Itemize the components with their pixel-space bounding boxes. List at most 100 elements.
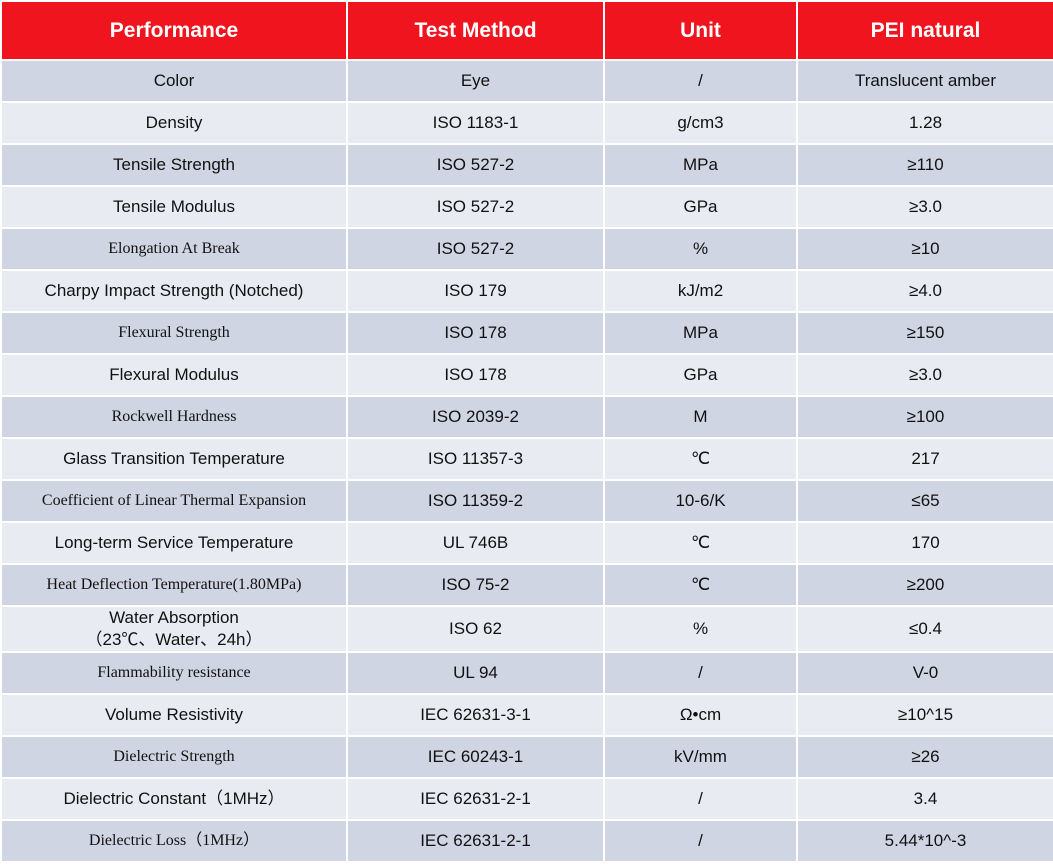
value-cell: 170 (796, 521, 1053, 565)
value-cell: V-0 (796, 651, 1053, 695)
property-cell: Glass Transition Temperature (0, 437, 348, 481)
value-cell: ISO 527-2 (346, 143, 605, 187)
value-cell: ≥3.0 (796, 185, 1053, 229)
property-cell: Color (0, 59, 348, 103)
value-cell: ≥150 (796, 311, 1053, 355)
value-cell: ℃ (603, 437, 798, 481)
value-cell: ISO 527-2 (346, 185, 605, 229)
value-cell: ℃ (603, 521, 798, 565)
table-row: Flexural Modulus ISO 178 GPa ≥3.0 (0, 353, 1053, 397)
value-cell: kV/mm (603, 735, 798, 779)
value-cell: ISO 75-2 (346, 563, 605, 607)
value-cell: ≤0.4 (796, 605, 1053, 653)
header-cell: Unit (603, 0, 798, 61)
value-cell: ISO 2039-2 (346, 395, 605, 439)
value-cell: Translucent amber (796, 59, 1053, 103)
value-cell: / (603, 819, 798, 863)
value-cell: 1.28 (796, 101, 1053, 145)
property-cell: Density (0, 101, 348, 145)
table-row: Dielectric Strength IEC 60243-1 kV/mm ≥26 (0, 735, 1053, 779)
value-cell: 3.4 (796, 777, 1053, 821)
table-row: Coefficient of Linear Thermal Expansion I… (0, 479, 1053, 523)
value-cell: ≥26 (796, 735, 1053, 779)
value-cell: UL 94 (346, 651, 605, 695)
header-row: Performance Test Method Unit PEI natural (0, 0, 1053, 61)
value-cell: / (603, 651, 798, 695)
property-cell: Dielectric Strength (0, 735, 348, 779)
table-row: Water Absorption （23℃、Water、24h） ISO 62% ≤… (0, 605, 1053, 653)
property-cell: Elongation At Break (0, 227, 348, 271)
value-cell: ISO 178 (346, 311, 605, 355)
property-cell: Coefficient of Linear Thermal Expansion (0, 479, 348, 523)
property-cell: Dielectric Constant（1MHz） (0, 777, 348, 821)
value-cell: ≤65 (796, 479, 1053, 523)
value-cell: / (603, 59, 798, 103)
table-row: Volume Resistivity IEC 62631-3-1 Ω•cm ≥10^1… (0, 693, 1053, 737)
value-cell: ≥200 (796, 563, 1053, 607)
value-cell: ℃ (603, 563, 798, 607)
value-cell: ISO 62 (346, 605, 605, 653)
header-cell: PEI natural (796, 0, 1053, 61)
value-cell: GPa (603, 185, 798, 229)
value-cell: 217 (796, 437, 1053, 481)
value-cell: 10-6/K (603, 479, 798, 523)
value-cell: ≥4.0 (796, 269, 1053, 313)
value-cell: UL 746B (346, 521, 605, 565)
value-cell: Ω•cm (603, 693, 798, 737)
table-row: Rockwell Hardness ISO 2039-2 M ≥100 (0, 395, 1053, 439)
value-cell: ISO 527-2 (346, 227, 605, 271)
table-row: Dielectric Constant（1MHz） IEC 62631-2-1/3… (0, 777, 1053, 821)
property-cell: Water Absorption （23℃、Water、24h） (0, 605, 348, 653)
property-cell: Heat Deflection Temperature(1.80MPa) (0, 563, 348, 607)
value-cell: kJ/m2 (603, 269, 798, 313)
value-cell: ISO 179 (346, 269, 605, 313)
value-cell: 5.44*10^-3 (796, 819, 1053, 863)
table-row: Density ISO 1183-1 g/cm3 1.28 (0, 101, 1053, 145)
value-cell: ISO 178 (346, 353, 605, 397)
value-cell: / (603, 777, 798, 821)
value-cell: IEC 62631-3-1 (346, 693, 605, 737)
value-cell: ≥10 (796, 227, 1053, 271)
value-cell: ≥10^15 (796, 693, 1053, 737)
property-cell: Dielectric Loss（1MHz） (0, 819, 348, 863)
table-row: Tensile Strength ISO 527-2 MPa ≥110 (0, 143, 1053, 187)
property-cell: Rockwell Hardness (0, 395, 348, 439)
property-cell: Flexural Modulus (0, 353, 348, 397)
value-cell: Eye (346, 59, 605, 103)
value-cell: % (603, 227, 798, 271)
value-cell: ≥3.0 (796, 353, 1053, 397)
value-cell: g/cm3 (603, 101, 798, 145)
table-row: Glass Transition Temperature ISO 11357-3 ℃… (0, 437, 1053, 481)
table-row: Dielectric Loss（1MHz） IEC 62631-2-1/5.44*… (0, 819, 1053, 863)
value-cell: ISO 11357-3 (346, 437, 605, 481)
header-cell: Performance (0, 0, 348, 61)
property-cell: Volume Resistivity (0, 693, 348, 737)
value-cell: IEC 60243-1 (346, 735, 605, 779)
property-cell: Flexural Strength (0, 311, 348, 355)
property-cell: Flammability resistance (0, 651, 348, 695)
value-cell: ISO 11359-2 (346, 479, 605, 523)
table-row: Color Eye / Translucent amber (0, 59, 1053, 103)
table-row: Charpy Impact Strength (Notched) ISO 179 k… (0, 269, 1053, 313)
value-cell: MPa (603, 311, 798, 355)
value-cell: % (603, 605, 798, 653)
property-cell: Charpy Impact Strength (Notched) (0, 269, 348, 313)
table-row: Heat Deflection Temperature(1.80MPa) ISO … (0, 563, 1053, 607)
table-row: Flexural Strength ISO 178 MPa ≥150 (0, 311, 1053, 355)
property-cell: Long-term Service Temperature (0, 521, 348, 565)
value-cell: IEC 62631-2-1 (346, 819, 605, 863)
table-row: Flammability resistance UL 94/V-0 (0, 651, 1053, 695)
property-cell: Tensile Strength (0, 143, 348, 187)
value-cell: MPa (603, 143, 798, 187)
header-cell: Test Method (346, 0, 605, 61)
table-row: Long-term Service Temperature UL 746B ℃ 170 (0, 521, 1053, 565)
value-cell: ≥110 (796, 143, 1053, 187)
value-cell: ISO 1183-1 (346, 101, 605, 145)
value-cell: ≥100 (796, 395, 1053, 439)
value-cell: GPa (603, 353, 798, 397)
table-row: Elongation At Break ISO 527-2% ≥10 (0, 227, 1053, 271)
table-body: Color Eye / Translucent amber Density ISO 118… (0, 59, 1053, 863)
table-row: Tensile Modulus ISO 527-2 GPa ≥3.0 (0, 185, 1053, 229)
